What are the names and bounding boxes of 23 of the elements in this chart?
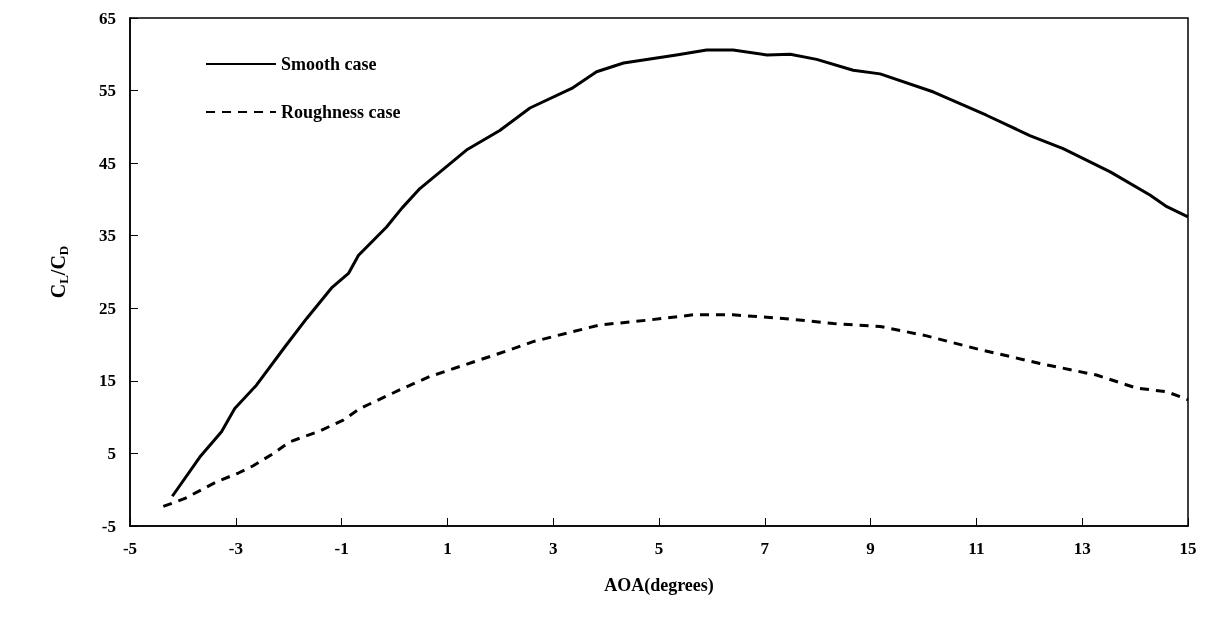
x-tick-label: 9 [866, 539, 875, 558]
x-tick-label: 7 [760, 539, 770, 558]
y-tick-label: 65 [99, 8, 116, 28]
y-tick-label: 25 [99, 298, 116, 318]
x-tick-label: 15 [1179, 539, 1197, 558]
x-tick-label: -3 [228, 539, 243, 558]
y-tick-label: 35 [99, 226, 116, 246]
x-tick-label: 13 [1073, 539, 1091, 558]
x-tick-label: 1 [443, 539, 452, 558]
y-tick-label: 15 [99, 371, 116, 391]
legend-label: Smooth case [281, 54, 377, 74]
x-tick-label: 3 [548, 539, 558, 558]
y-tick-label: 55 [99, 81, 116, 101]
y-tick-label: -5 [101, 516, 116, 536]
legend-label: Roughness case [281, 102, 401, 122]
x-tick-label: 11 [968, 539, 985, 558]
y-tick-label: 45 [99, 153, 116, 173]
x-tick-label: -5 [122, 539, 138, 558]
y-tick-label: 5 [107, 443, 116, 463]
x-tick-label: -1 [334, 539, 349, 558]
x-tick-label: 5 [654, 539, 664, 558]
x-axis-title: AOA(degrees) [604, 575, 714, 596]
y-axis-title: CL/CD [47, 245, 71, 299]
